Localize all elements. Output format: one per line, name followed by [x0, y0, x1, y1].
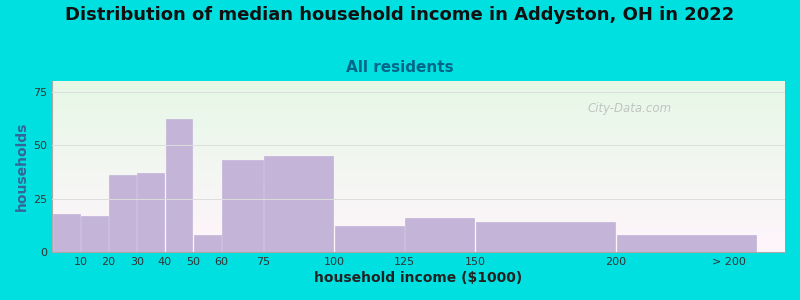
X-axis label: household income ($1000): household income ($1000) — [314, 271, 522, 285]
Bar — [138, 173, 164, 252]
Bar — [264, 156, 334, 252]
Bar — [53, 214, 80, 252]
Y-axis label: households: households — [15, 122, 29, 211]
Bar — [222, 160, 263, 252]
Bar — [476, 222, 615, 252]
Bar — [194, 235, 221, 252]
Text: Distribution of median household income in Addyston, OH in 2022: Distribution of median household income … — [66, 6, 734, 24]
Bar — [405, 218, 474, 252]
Bar — [81, 216, 108, 252]
Bar — [166, 119, 192, 252]
Text: City-Data.com: City-Data.com — [587, 101, 671, 115]
Bar — [110, 175, 136, 252]
Text: All residents: All residents — [346, 60, 454, 75]
Bar — [334, 226, 404, 252]
Bar — [617, 235, 756, 252]
